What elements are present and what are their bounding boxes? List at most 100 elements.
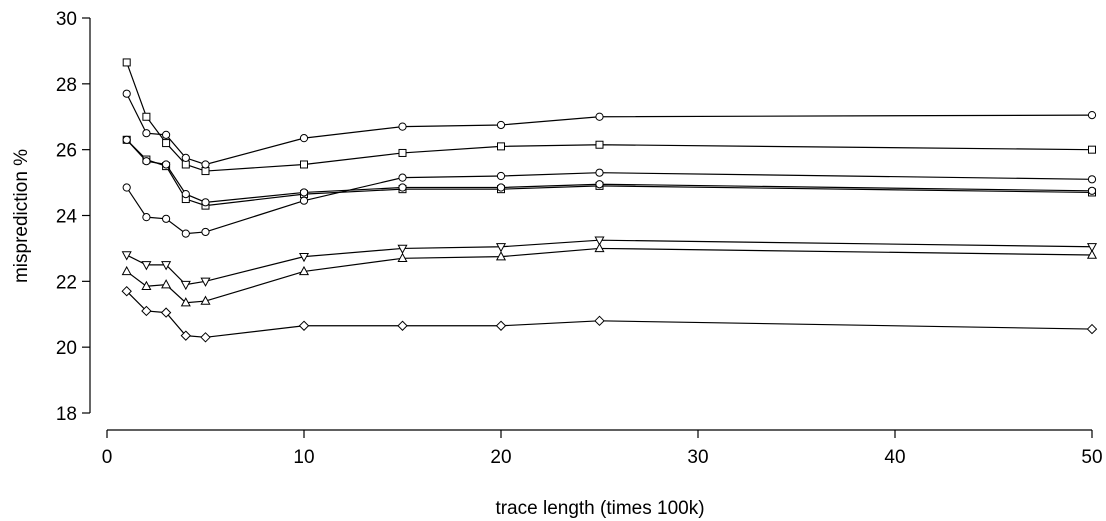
circle-marker	[299, 196, 309, 205]
y-tick-label: 26	[56, 141, 77, 162]
triangle-down-marker	[495, 243, 507, 253]
triangle-up-marker	[121, 265, 132, 276]
circle-marker	[1087, 175, 1097, 184]
x-tick-label: 0	[102, 447, 113, 468]
circle-marker	[299, 188, 309, 197]
series-line	[126, 247, 1093, 304]
series-line	[126, 239, 1093, 286]
square-marker	[142, 112, 151, 121]
circle-marker	[595, 168, 604, 177]
circle-marker	[299, 134, 309, 143]
circle-marker	[181, 229, 190, 238]
circle-marker	[162, 160, 171, 169]
square-marker	[595, 140, 604, 149]
series-line	[126, 172, 1093, 235]
y-tick-label: 28	[56, 75, 77, 96]
circle-marker	[201, 160, 210, 169]
diamond-marker	[121, 286, 132, 297]
triangle-down-marker	[141, 261, 152, 271]
circle-marker	[181, 153, 190, 162]
square-marker	[181, 160, 190, 169]
y-axis-title: misprediction %	[11, 149, 32, 283]
circle-marker	[162, 130, 171, 139]
diamond-marker	[160, 307, 172, 318]
circle-marker	[122, 89, 131, 98]
diamond-marker	[397, 320, 408, 331]
triangle-up-marker	[1086, 249, 1098, 259]
triangle-up-marker	[161, 279, 172, 289]
circle-marker	[122, 183, 131, 192]
triangle-up-marker	[180, 297, 191, 307]
diamond-marker	[141, 305, 152, 317]
series-layer	[121, 58, 1098, 343]
series-8	[121, 286, 1098, 343]
series-line	[126, 93, 1093, 166]
y-tick-label: 24	[56, 207, 78, 228]
triangle-up-marker	[298, 265, 310, 276]
circle-marker	[122, 135, 131, 144]
x-tick-label: 50	[1081, 447, 1102, 468]
diamond-marker	[180, 330, 192, 341]
triangle-up-marker	[141, 280, 152, 290]
x-tick-label: 30	[687, 447, 708, 468]
triangle-down-marker	[161, 261, 172, 271]
circle-marker	[496, 183, 506, 192]
x-tick-label: 20	[490, 447, 511, 468]
triangle-down-marker	[121, 251, 132, 261]
circle-marker	[595, 112, 604, 121]
circle-marker	[595, 180, 604, 189]
circle-marker	[162, 214, 171, 223]
circle-marker	[142, 213, 151, 222]
series-4	[122, 135, 1097, 207]
circle-marker	[181, 190, 190, 199]
circle-marker	[398, 183, 407, 192]
series-1	[122, 58, 1096, 176]
circle-marker	[496, 120, 506, 130]
diamond-marker	[594, 315, 605, 327]
square-marker	[122, 58, 131, 67]
square-marker	[162, 139, 171, 148]
circle-marker	[1087, 111, 1097, 120]
triangle-up-marker	[594, 242, 605, 253]
y-tick-label: 20	[56, 338, 77, 359]
series-line	[126, 290, 1093, 338]
diamond-marker	[200, 332, 211, 343]
square-marker	[1088, 145, 1096, 154]
circle-marker	[496, 171, 506, 181]
y-ticks: 18 20 22 24 26 28 30	[56, 9, 90, 425]
triangle-down-marker	[397, 244, 408, 254]
axes	[89, 18, 1092, 431]
series-5	[122, 168, 1097, 238]
x-ticks: 0 10 20 30 40 50	[102, 430, 1103, 468]
triangle-up-marker	[200, 295, 211, 305]
series-line	[126, 62, 1093, 172]
circle-marker	[142, 129, 151, 138]
circle-marker	[398, 122, 407, 131]
diamond-marker	[1086, 323, 1098, 335]
x-axis-title: trace length (times 100k)	[495, 498, 704, 519]
series-6	[121, 236, 1098, 291]
y-tick-label: 30	[56, 9, 77, 30]
series-2	[122, 89, 1097, 169]
square-marker	[497, 142, 505, 151]
x-tick-label: 10	[293, 447, 314, 468]
triangle-down-marker	[180, 280, 191, 291]
square-marker	[300, 160, 308, 169]
circle-marker	[201, 198, 210, 207]
circle-marker	[398, 173, 407, 182]
circle-marker	[1087, 186, 1097, 195]
triangle-down-marker	[298, 252, 310, 263]
triangle-down-marker	[594, 236, 605, 246]
series-line	[126, 139, 1093, 203]
diamond-marker	[298, 320, 310, 331]
x-tick-label: 40	[884, 447, 905, 468]
circle-marker	[142, 157, 151, 166]
square-marker	[398, 148, 407, 157]
diamond-marker	[495, 320, 507, 331]
y-tick-label: 22	[56, 272, 77, 293]
series-7	[121, 242, 1098, 307]
triangle-up-marker	[495, 251, 507, 261]
triangle-down-marker	[200, 277, 211, 287]
triangle-down-marker	[1086, 243, 1098, 253]
